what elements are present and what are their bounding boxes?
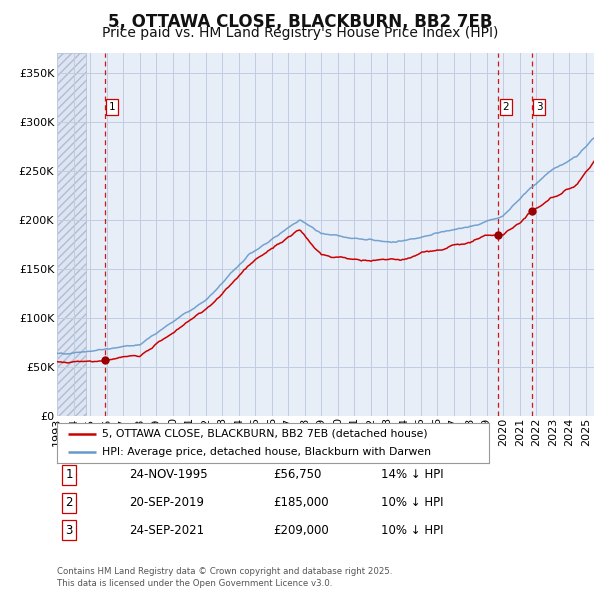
Text: 10% ↓ HPI: 10% ↓ HPI: [381, 496, 443, 509]
Text: 3: 3: [536, 102, 542, 112]
Text: 24-NOV-1995: 24-NOV-1995: [129, 468, 208, 481]
Text: Contains HM Land Registry data © Crown copyright and database right 2025.
This d: Contains HM Land Registry data © Crown c…: [57, 568, 392, 588]
Text: 24-SEP-2021: 24-SEP-2021: [129, 524, 204, 537]
Text: 5, OTTAWA CLOSE, BLACKBURN, BB2 7EB: 5, OTTAWA CLOSE, BLACKBURN, BB2 7EB: [108, 13, 492, 31]
Text: Price paid vs. HM Land Registry's House Price Index (HPI): Price paid vs. HM Land Registry's House …: [102, 26, 498, 40]
Text: 3: 3: [65, 524, 73, 537]
Text: 2: 2: [65, 496, 73, 509]
Text: £185,000: £185,000: [273, 496, 329, 509]
Bar: [57, 53, 86, 416]
Text: 14% ↓ HPI: 14% ↓ HPI: [381, 468, 443, 481]
Text: 5, OTTAWA CLOSE, BLACKBURN, BB2 7EB (detached house): 5, OTTAWA CLOSE, BLACKBURN, BB2 7EB (det…: [103, 429, 428, 439]
Text: £56,750: £56,750: [273, 468, 322, 481]
Text: £209,000: £209,000: [273, 524, 329, 537]
Text: 1: 1: [109, 102, 116, 112]
Text: 20-SEP-2019: 20-SEP-2019: [129, 496, 204, 509]
Text: 1: 1: [65, 468, 73, 481]
Text: 10% ↓ HPI: 10% ↓ HPI: [381, 524, 443, 537]
Text: HPI: Average price, detached house, Blackburn with Darwen: HPI: Average price, detached house, Blac…: [103, 447, 431, 457]
Text: 2: 2: [503, 102, 509, 112]
